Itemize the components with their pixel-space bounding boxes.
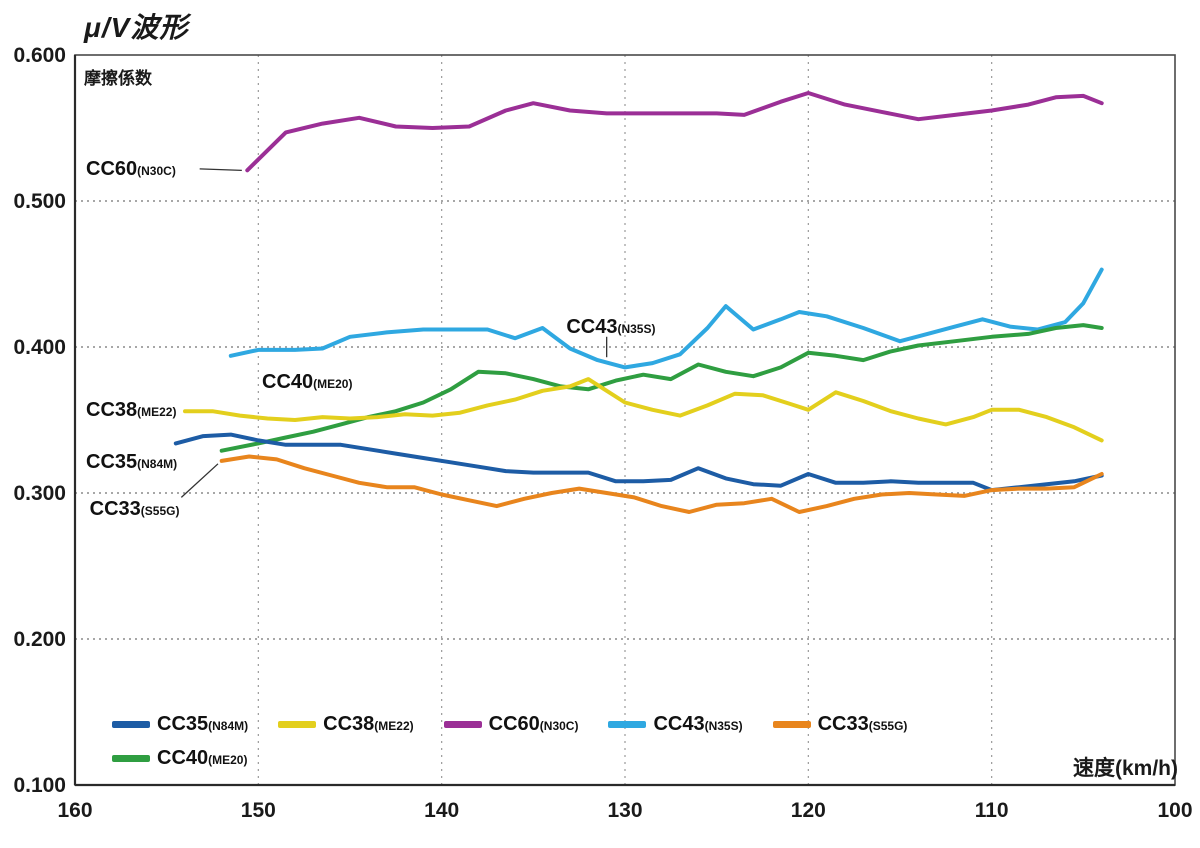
legend-item-CC35: CC35(N84M) <box>112 712 248 736</box>
legend-swatch-CC60 <box>443 720 482 728</box>
y-tick-label: 0.600 <box>13 44 66 67</box>
x-tick-label: 120 <box>791 799 826 822</box>
legend: CC35(N84M) CC38(ME22) CC60(N30C) CC43(N35S)… <box>112 712 992 770</box>
annotation-leader-CC60 <box>199 168 242 171</box>
x-tick-label: 100 <box>1157 799 1192 822</box>
x-axis-label: 速度(km/h) <box>1073 757 1178 780</box>
series-line-CC33 <box>219 454 1104 514</box>
legend-label-CC43: CC43(N35S) <box>653 713 743 735</box>
annotation-label-CC43: CC43(N35S) <box>566 315 656 338</box>
annotation-label-CC40: CC40(ME20) <box>262 371 353 394</box>
legend-item-CC33: CC33(S55G) <box>772 712 908 736</box>
annotation-label-CC60: CC60(N30C) <box>86 157 176 180</box>
annotation-leader-CC33 <box>180 463 219 498</box>
x-tick-label: 110 <box>975 799 1009 822</box>
legend-swatch-CC33 <box>772 720 811 728</box>
y-tick-label: 0.400 <box>13 336 66 359</box>
x-tick-label: 160 <box>57 799 92 822</box>
legend-label-CC38: CC38(ME22) <box>323 713 414 735</box>
y-tick-label: 0.200 <box>13 628 66 651</box>
series-line-CC43 <box>228 267 1104 370</box>
legend-label-CC40: CC40(ME20) <box>157 747 248 769</box>
legend-label-CC60: CC60(N30C) <box>488 713 579 735</box>
legend-label-CC35: CC35(N84M) <box>157 713 249 735</box>
legend-item-CC43: CC43(N35S) <box>608 712 743 736</box>
y-axis-caption: 摩擦係数 <box>84 69 152 88</box>
series-line-CC40 <box>219 323 1104 453</box>
annotation-label-CC35: CC35(N84M) <box>86 451 178 474</box>
y-tick-label: 0.100 <box>13 774 66 797</box>
legend-item-CC40: CC40(ME20) <box>112 746 247 770</box>
legend-item-CC38: CC38(ME22) <box>278 712 414 736</box>
legend-swatch-CC40 <box>112 754 150 762</box>
legend-swatch-CC35 <box>112 720 150 728</box>
legend-item-CC60: CC60(N30C) <box>443 712 579 736</box>
x-tick-label: 140 <box>424 799 459 822</box>
x-tick-label: 150 <box>241 799 276 822</box>
legend-swatch-CC43 <box>608 720 647 728</box>
annotation-label-CC33: CC33(S55G) <box>89 498 180 521</box>
legend-swatch-CC38 <box>278 720 317 728</box>
legend-label-CC33: CC33(S55G) <box>817 713 908 735</box>
annotation-label-CC38: CC38(ME22) <box>86 398 177 421</box>
series-line-CC38 <box>183 377 1104 443</box>
y-tick-label: 0.300 <box>13 482 66 505</box>
series-line-CC35 <box>173 432 1104 493</box>
chart-title: μ/V波形 <box>84 12 189 43</box>
series-line-CC60 <box>245 91 1104 173</box>
y-tick-label: 0.500 <box>13 190 66 213</box>
x-tick-label: 130 <box>607 799 642 822</box>
